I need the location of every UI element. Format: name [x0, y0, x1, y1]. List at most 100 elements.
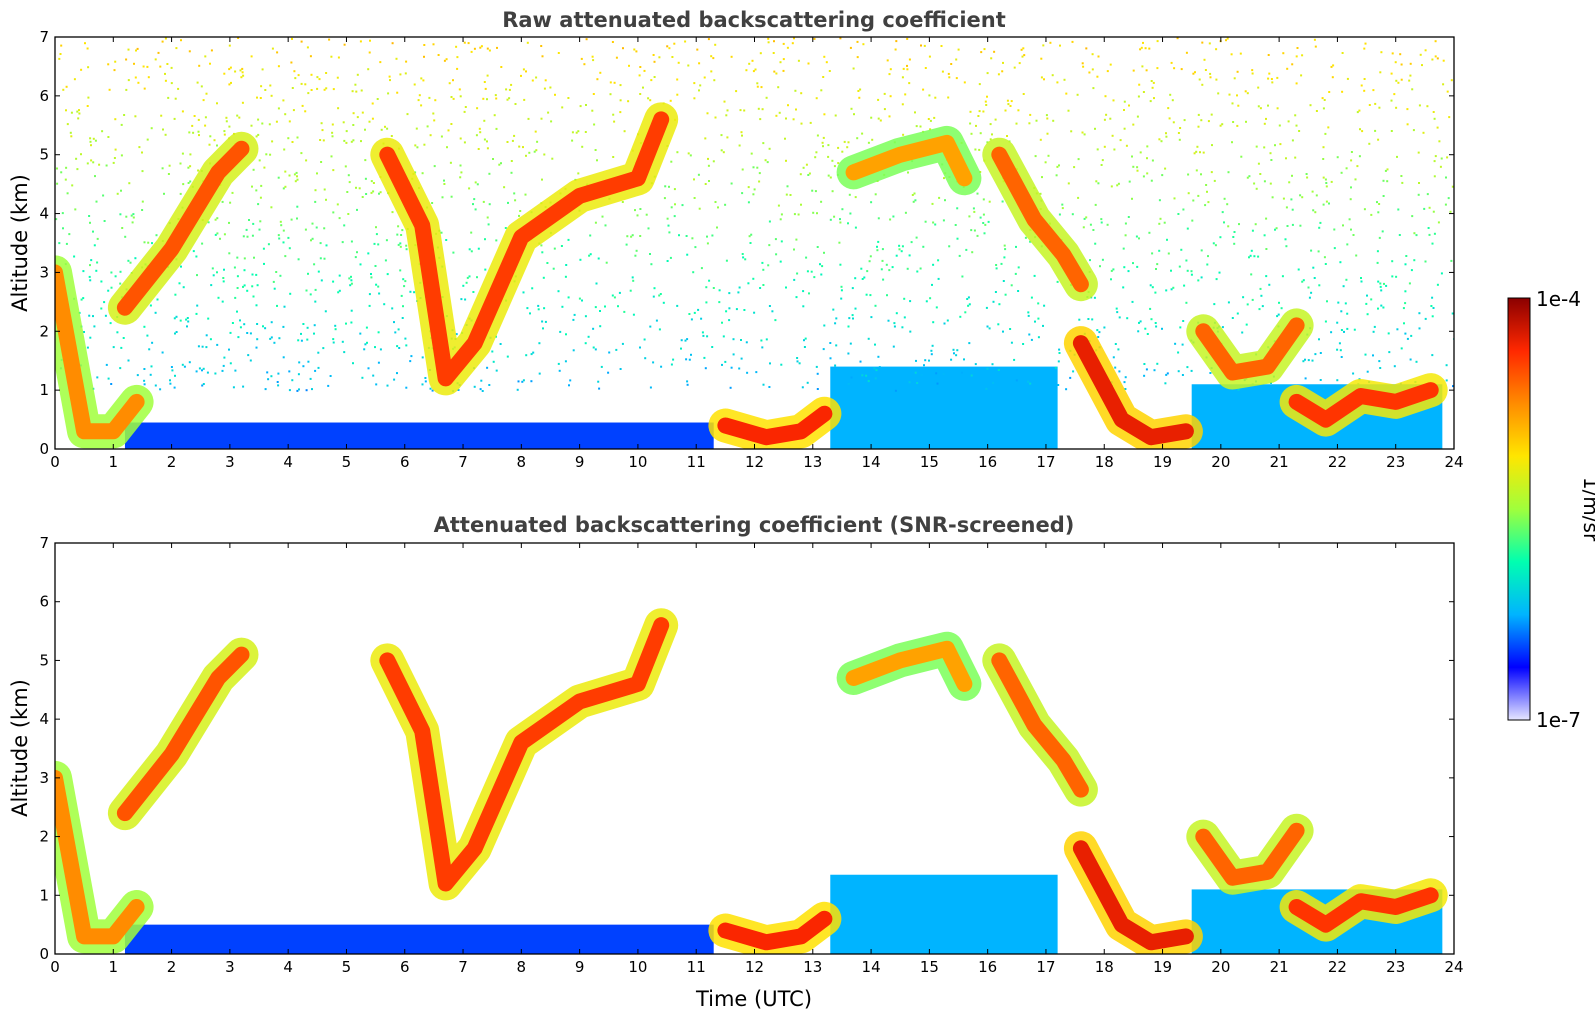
noise-pixel — [1200, 119, 1203, 122]
noise-pixel — [491, 350, 494, 353]
noise-pixel — [355, 90, 358, 93]
noise-pixel — [1370, 298, 1373, 301]
noise-pixel — [658, 328, 661, 331]
noise-pixel — [702, 334, 705, 337]
noise-pixel — [778, 111, 781, 114]
noise-pixel — [255, 346, 258, 349]
noise-pixel — [1290, 198, 1293, 201]
noise-pixel — [513, 192, 516, 195]
noise-pixel — [820, 200, 823, 203]
noise-pixel — [762, 284, 765, 286]
noise-pixel — [1411, 88, 1414, 91]
noise-pixel — [741, 253, 744, 255]
noise-pixel — [267, 243, 270, 246]
noise-pixel — [370, 180, 373, 183]
noise-pixel — [1433, 160, 1436, 163]
noise-pixel — [963, 81, 966, 84]
noise-pixel — [698, 89, 700, 92]
noise-pixel — [1434, 155, 1437, 158]
noise-pixel — [748, 235, 751, 238]
noise-pixel — [504, 227, 507, 229]
noise-pixel — [751, 59, 754, 62]
noise-pixel — [931, 283, 933, 286]
noise-pixel — [1230, 53, 1233, 56]
noise-pixel — [1379, 367, 1382, 369]
noise-pixel — [889, 218, 892, 221]
noise-pixel — [396, 91, 399, 94]
noise-pixel — [789, 194, 792, 196]
noise-pixel — [1006, 99, 1009, 102]
noise-pixel — [1180, 68, 1183, 71]
noise-pixel — [1325, 185, 1328, 188]
noise-pixel — [909, 330, 912, 333]
noise-pixel — [659, 293, 662, 295]
noise-pixel — [1359, 128, 1361, 131]
noise-pixel — [1166, 238, 1168, 241]
noise-pixel — [1015, 122, 1018, 125]
noise-pixel — [1095, 180, 1098, 183]
noise-pixel — [989, 138, 992, 141]
x-tick-label: 19 — [1153, 958, 1172, 976]
noise-pixel — [151, 341, 154, 344]
noise-pixel — [363, 348, 366, 351]
noise-pixel — [1231, 317, 1234, 319]
noise-pixel — [1251, 69, 1254, 72]
noise-pixel — [284, 113, 287, 116]
noise-pixel — [228, 221, 230, 224]
noise-pixel — [1226, 203, 1229, 206]
noise-pixel — [58, 57, 61, 60]
noise-pixel — [297, 74, 300, 77]
noise-pixel — [1439, 165, 1442, 168]
noise-pixel — [73, 78, 76, 81]
noise-pixel — [1363, 89, 1366, 92]
noise-pixel — [869, 294, 872, 297]
noise-pixel — [127, 259, 130, 262]
noise-pixel — [774, 319, 777, 322]
noise-pixel — [1219, 124, 1222, 127]
noise-pixel — [486, 98, 488, 101]
x-tick-label: 4 — [283, 958, 293, 976]
noise-pixel — [741, 168, 744, 171]
noise-pixel — [307, 272, 309, 275]
noise-pixel — [729, 386, 732, 389]
noise-pixel — [255, 135, 258, 138]
noise-pixel — [1253, 255, 1256, 258]
noise-pixel — [1341, 90, 1344, 93]
noise-pixel — [690, 353, 692, 356]
noise-pixel — [251, 234, 254, 237]
noise-pixel — [839, 221, 842, 224]
noise-pixel — [721, 363, 723, 366]
noise-pixel — [943, 177, 945, 180]
noise-pixel — [388, 75, 391, 78]
noise-pixel — [544, 79, 547, 82]
x-tick-label: 9 — [575, 958, 585, 976]
noise-pixel — [278, 237, 281, 240]
noise-pixel — [1190, 273, 1193, 276]
noise-pixel — [632, 313, 635, 316]
noise-pixel — [1314, 45, 1317, 48]
noise-pixel — [105, 363, 108, 366]
noise-pixel — [1393, 365, 1396, 368]
noise-pixel — [124, 235, 127, 238]
noise-pixel — [242, 285, 244, 288]
noise-pixel — [979, 171, 982, 173]
noise-pixel — [65, 166, 68, 169]
noise-pixel — [401, 229, 404, 232]
noise-pixel — [1015, 245, 1017, 248]
noise-pixel — [300, 339, 303, 342]
noise-pixel — [943, 322, 946, 325]
noise-pixel — [919, 125, 922, 128]
noise-pixel — [991, 133, 993, 136]
noise-pixel — [302, 323, 305, 325]
noise-pixel — [1210, 113, 1213, 116]
noise-pixel — [1028, 122, 1031, 125]
noise-pixel — [547, 111, 550, 114]
noise-pixel — [1167, 107, 1170, 110]
noise-pixel — [1356, 111, 1359, 114]
noise-pixel — [1385, 284, 1388, 287]
noise-pixel — [1434, 40, 1437, 43]
noise-pixel — [877, 117, 880, 120]
x-tick-label: 16 — [978, 453, 997, 471]
noise-pixel — [938, 196, 941, 199]
noise-pixel — [295, 171, 298, 174]
